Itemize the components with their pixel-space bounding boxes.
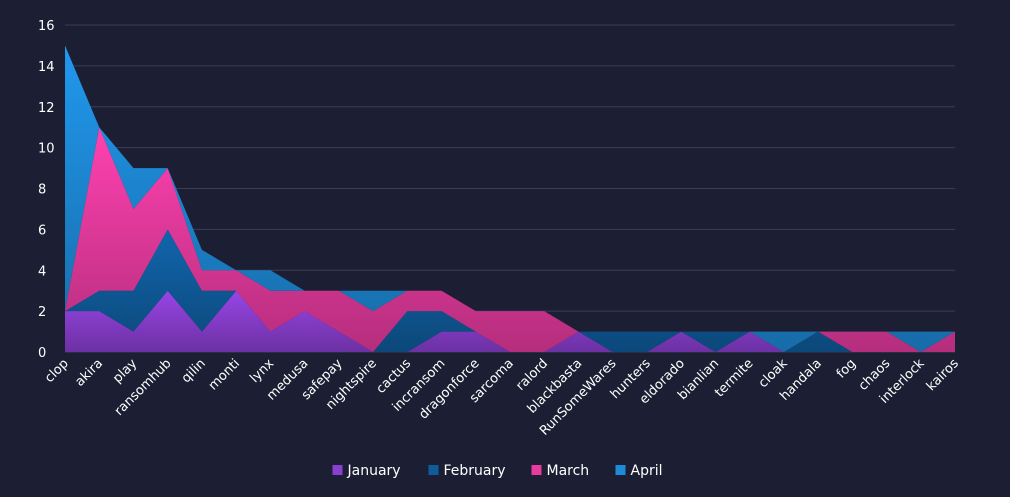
area-january [65,290,955,352]
legend-swatch [615,465,626,475]
x-tick-label: termite [712,356,756,400]
x-tick-label: clop [42,356,72,386]
area-march [65,127,955,352]
legend-label: February [444,463,506,479]
legend-item-march[interactable]: March [531,463,590,479]
x-tick-label: fog [834,356,859,381]
legend-item-january[interactable]: January [332,463,401,479]
legend: January February March April [332,463,663,479]
x-tick-label: akira [73,356,107,390]
y-tick-label: 10 [38,142,55,157]
legend-item-february[interactable]: February [428,463,506,479]
x-tick-label: qilin [179,356,209,386]
legend-swatch [428,465,439,475]
x-tick-label: play [110,356,140,386]
x-tick-label: kairos [924,356,962,394]
x-tick-label: lynx [247,356,277,386]
y-tick-label: 16 [38,19,55,34]
y-tick-label: 12 [38,101,55,116]
y-tick-label: 0 [38,346,46,361]
y-tick-label: 4 [38,264,46,279]
legend-item-april[interactable]: April [615,463,663,479]
y-tick-label: 8 [38,183,46,198]
x-tick-label: monti [206,356,243,393]
y-tick-label: 14 [38,60,55,75]
y-tick-label: 6 [38,223,46,238]
legend-swatch [332,465,343,475]
legend-label: January [347,463,401,479]
legend-label: March [547,463,590,479]
y-axis: 0 2 4 6 8 10 12 14 16 [38,19,55,361]
legend-label: April [631,463,663,479]
y-tick-label: 2 [38,305,46,320]
area-series [65,45,955,352]
legend-swatch [531,465,542,475]
